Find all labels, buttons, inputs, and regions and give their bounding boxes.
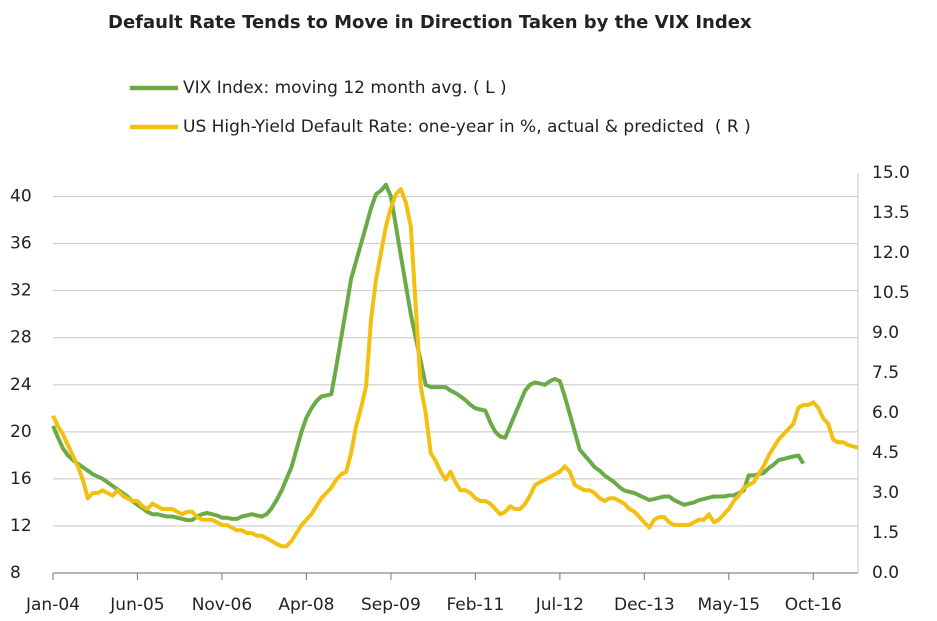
y2-tick-label: 12.0	[872, 243, 910, 263]
y2-tick-label: 6.0	[872, 403, 899, 423]
y-tick-label: 24	[10, 375, 32, 395]
y2-tick-label: 9.0	[872, 323, 899, 343]
y-tick-label: 36	[10, 234, 32, 254]
x-tick-label: Feb-11	[446, 595, 504, 615]
y2-tick-label: 1.5	[872, 523, 899, 543]
y2-tick-label: 7.5	[872, 363, 899, 383]
y-tick-label: 20	[10, 422, 32, 442]
y-tick-label: 28	[10, 328, 32, 348]
x-tick-label: Jan-04	[25, 595, 80, 615]
legend-label: VIX Index: moving 12 month avg. ( L )	[183, 78, 507, 98]
y-tick-label: 40	[10, 187, 32, 207]
y2-tick-label: 10.5	[872, 283, 910, 303]
chart-title: Default Rate Tends to Move in Direction …	[108, 12, 752, 33]
y2-tick-label: 4.5	[872, 443, 899, 463]
x-tick-label: Sep-09	[361, 595, 421, 615]
y2-tick-label: 0.0	[872, 563, 899, 583]
series-line	[51, 182, 806, 523]
x-tick-label: Jun-05	[109, 595, 164, 615]
y2-tick-label: 3.0	[872, 483, 899, 503]
y-tick-label: 32	[10, 281, 32, 301]
x-tick-label: Jul-12	[535, 595, 584, 615]
y2-tick-label: 15.0	[872, 163, 910, 183]
x-tick-label: Nov-06	[192, 595, 253, 615]
y2-tick-label: 13.5	[872, 203, 910, 223]
x-tick-label: May-15	[697, 595, 760, 615]
y-tick-label: 12	[10, 516, 32, 536]
y-tick-label: 16	[10, 469, 32, 489]
x-tick-label: Dec-13	[614, 595, 675, 615]
legend-label: US High-Yield Default Rate: one-year in …	[183, 117, 751, 137]
x-tick-label: Oct-16	[785, 595, 842, 615]
series-line	[51, 187, 859, 549]
x-tick-label: Apr-08	[278, 595, 334, 615]
y-tick-label: 8	[10, 563, 21, 583]
